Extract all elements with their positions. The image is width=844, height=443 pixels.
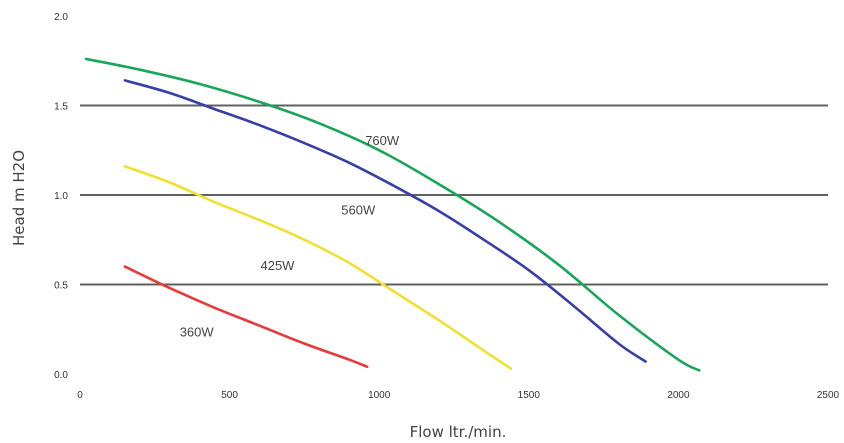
x-tick-label: 0: [77, 390, 83, 401]
x-tick-label: 1000: [368, 390, 391, 401]
y-axis-ticks: 0.0 0.5 1.0 1.5 2.0: [54, 12, 68, 381]
series-line-560w: [123, 79, 647, 363]
x-tick-label: 1500: [518, 390, 541, 401]
y-tick-label: 2.0: [54, 12, 68, 23]
series-lines: [84, 57, 701, 372]
series-label-360w: 360W: [180, 324, 215, 339]
series-line-425w: [123, 165, 513, 370]
y-tick-label: 0.5: [54, 281, 68, 292]
gridlines: [80, 104, 828, 286]
y-tick-label: 1.5: [54, 102, 68, 113]
series-line-760w: [84, 57, 701, 372]
y-tick-label: 1.0: [54, 191, 68, 202]
x-axis-title: Flow ltr./min.: [410, 423, 507, 441]
x-axis-ticks: 0 500 1000 1500 2000 2500: [77, 390, 839, 401]
series-label-560w: 560W: [341, 203, 376, 218]
y-tick-label: 0.0: [54, 370, 68, 381]
series-label-425w: 425W: [260, 258, 295, 273]
x-tick-label: 2000: [667, 390, 690, 401]
series-label-760w: 760W: [365, 133, 400, 148]
x-tick-label: 2500: [817, 390, 840, 401]
x-tick-label: 500: [221, 390, 238, 401]
series-line-360w: [123, 265, 369, 369]
y-axis-title: Head m H2O: [10, 150, 28, 246]
series-labels: 760W 560W 425W 360W: [180, 133, 400, 340]
